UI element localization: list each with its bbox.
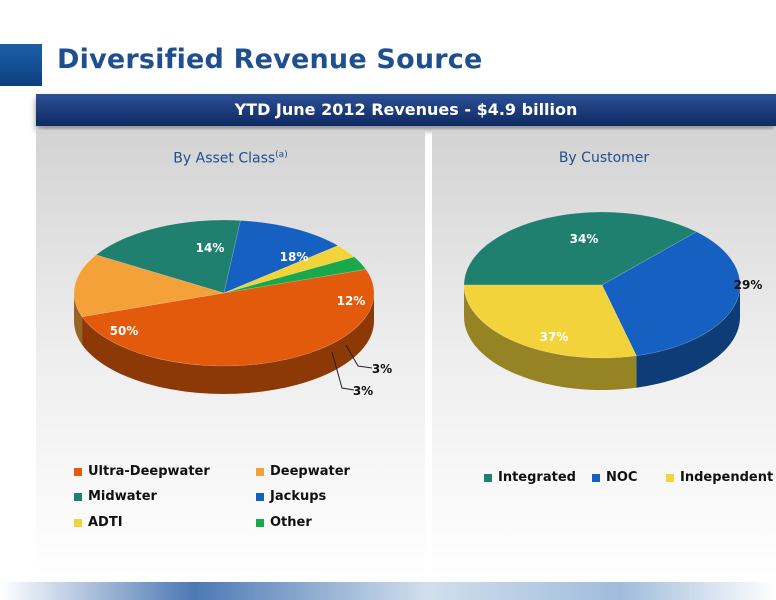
pie-slice-deepwater (73, 254, 225, 317)
pie-slice-noc (601, 231, 741, 357)
pie-side-deepwater (74, 293, 83, 345)
pie-slice-adti (223, 245, 355, 294)
data-label-midwater: 18% (280, 250, 309, 264)
legend-item-integrated: Integrated (484, 470, 576, 485)
pie-side-independent (464, 285, 637, 390)
legend-swatch-integrated (484, 473, 492, 482)
legend-label-ultra-deepwater: Ultra-Deepwater (88, 464, 210, 479)
legend-item-noc: NOC (592, 470, 637, 485)
legend-label-jackups: Jackups (270, 489, 327, 504)
legend-swatch-adti (74, 518, 82, 527)
asset-class-footnote-marker: (a) (275, 150, 288, 160)
data-label-other: 3% (353, 384, 373, 398)
legend-item-jackups: Jackups (256, 489, 326, 504)
pie-slice-other (223, 256, 367, 294)
legend-swatch-independent (666, 473, 674, 482)
footer-band (0, 582, 776, 600)
customer-legend: Integrated NOC Independent (432, 460, 776, 490)
legend-label-integrated: Integrated (498, 470, 576, 485)
leader-line-other (331, 351, 355, 391)
legend-label-noc: NOC (606, 470, 638, 485)
legend-swatch-other (256, 518, 264, 527)
pie-side-noc (636, 285, 740, 388)
pie-slice-midwater (95, 219, 241, 294)
data-label-independent: 29% (734, 278, 763, 292)
slide-title: Diversified Revenue Source (57, 44, 483, 75)
title-accent-block (0, 44, 42, 86)
revenue-banner: YTD June 2012 Revenues - $4.9 billion (36, 94, 776, 126)
legend-label-adti: ADTI (88, 515, 123, 530)
pie-slice-ultra-deepwater (81, 269, 375, 367)
asset-class-chart-title: By Asset Class(a) (173, 150, 288, 167)
customer-panel: By Customer 37% 34% 29% Integrated NOC Indep… (432, 130, 776, 578)
data-label-integrated: 37% (540, 330, 569, 344)
legend-label-other: Other (270, 515, 312, 530)
legend-item-deepwater: Deepwater (256, 464, 350, 479)
data-label-adti: 3% (372, 362, 392, 376)
legend-label-midwater: Midwater (88, 489, 157, 504)
data-label-jackups: 12% (337, 294, 366, 308)
legend-label-deepwater: Deepwater (270, 464, 350, 479)
legend-swatch-jackups (256, 492, 264, 501)
leader-line-adti (345, 344, 373, 369)
legend-item-ultra-deepwater: Ultra-Deepwater (74, 464, 210, 479)
pie-slice-independent (463, 284, 637, 359)
legend-swatch-deepwater (256, 467, 264, 476)
legend-swatch-midwater (74, 492, 82, 501)
asset-class-panel: By Asset Class(a) 50% 14% 18% 12% 3% 3% Ultra… (36, 130, 425, 578)
data-label-deepwater: 14% (196, 241, 225, 255)
legend-swatch-ultra-deepwater (74, 467, 82, 476)
customer-chart-title: By Customer (558, 150, 650, 166)
customer-pie-chart: 37% 34% 29% (463, 211, 763, 390)
pie-slice-jackups (223, 220, 339, 294)
pie-side-ultra-deepwater (82, 293, 375, 395)
data-label-ultra-deepwater: 50% (110, 324, 139, 338)
legend-item-midwater: Midwater (74, 489, 157, 504)
data-label-noc: 34% (570, 232, 599, 246)
legend-item-adti: ADTI (74, 515, 123, 530)
asset-class-pie-chart: 50% 14% 18% 12% 3% 3% (73, 219, 392, 398)
legend-swatch-noc (592, 473, 600, 482)
legend-item-independent: Independent (666, 470, 773, 485)
pie-slice-integrated (463, 211, 698, 286)
asset-class-legend: Ultra-Deepwater Deepwater Midwater Jackups A… (36, 460, 425, 540)
legend-label-independent: Independent (680, 470, 774, 485)
legend-item-other: Other (256, 515, 312, 530)
